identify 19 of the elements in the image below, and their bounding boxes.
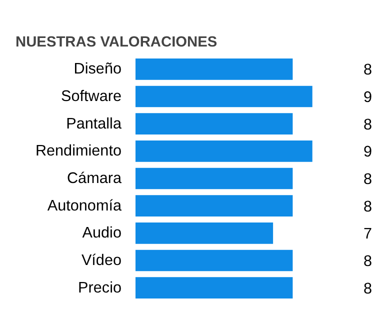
y-tick-label: Vídeo xyxy=(81,252,122,269)
data-label: 8 xyxy=(364,280,372,298)
data-label: 9 xyxy=(364,89,372,106)
y-tick-label: Precio xyxy=(78,279,122,296)
y-tick-label: Rendimiento xyxy=(35,142,122,160)
y-tick-label: Cámara xyxy=(66,170,122,187)
y-tick-label: Autonomía xyxy=(47,197,122,214)
data-label: 8 xyxy=(364,116,372,134)
data-label: 8 xyxy=(364,253,372,270)
data-label: 8 xyxy=(364,171,372,188)
data-label: 8 xyxy=(364,198,372,216)
chart-title: NUESTRAS VALORACIONES xyxy=(16,34,218,50)
data-label: 8 xyxy=(364,62,372,79)
y-tick-label: Pantalla xyxy=(66,115,122,132)
y-tick-label: Audio xyxy=(82,224,122,242)
data-label: 9 xyxy=(364,144,372,161)
data-label: 7 xyxy=(364,226,372,243)
y-tick-label: Diseño xyxy=(74,60,122,78)
y-tick-label: Software xyxy=(61,88,122,105)
